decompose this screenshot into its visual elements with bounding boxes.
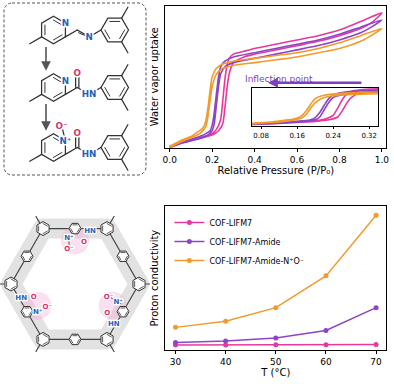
svg-text:HN: HN: [82, 89, 97, 99]
svg-text:O⁻: O⁻: [104, 293, 114, 301]
svg-text:0.8: 0.8: [332, 155, 347, 165]
svg-text:N: N: [62, 18, 69, 28]
svg-text:N⁺: N⁺: [64, 234, 74, 242]
svg-text:T (°C): T (°C): [260, 367, 290, 378]
svg-text:0.16: 0.16: [289, 132, 305, 140]
svg-text:O⁻: O⁻: [64, 245, 74, 253]
svg-text:O⁻: O⁻: [56, 121, 68, 131]
svg-text:COF-LIFM7-Amide-N⁺O⁻: COF-LIFM7-Amide-N⁺O⁻: [209, 257, 304, 266]
svg-text:Water vapor uptake: Water vapor uptake: [149, 27, 160, 126]
svg-text:0.2: 0.2: [205, 155, 219, 165]
svg-text:Inflection point: Inflection point: [245, 74, 313, 84]
svg-text:50: 50: [270, 357, 282, 367]
svg-text:COF-LIFM7-Amide: COF-LIFM7-Amide: [209, 238, 280, 247]
svg-text:N⁺: N⁺: [113, 298, 123, 306]
svg-text:40: 40: [220, 357, 232, 367]
svg-text:HN: HN: [82, 149, 97, 159]
svg-text:0.4: 0.4: [247, 155, 262, 165]
svg-text:N⁺: N⁺: [33, 308, 43, 316]
svg-text:0.24: 0.24: [325, 132, 341, 140]
svg-text:COF-LIFM7: COF-LIFM7: [209, 219, 252, 228]
svg-text:O: O: [74, 128, 81, 138]
svg-text:0.0: 0.0: [163, 155, 178, 165]
svg-text:O: O: [74, 68, 81, 78]
svg-text:N⁺: N⁺: [59, 136, 71, 146]
svg-text:N: N: [85, 32, 92, 42]
svg-text:1.0: 1.0: [375, 155, 390, 165]
svg-text:60: 60: [320, 357, 332, 367]
svg-text:N: N: [62, 76, 69, 86]
svg-text:HN: HN: [84, 227, 96, 235]
svg-text:30: 30: [170, 357, 182, 367]
svg-text:0.08: 0.08: [253, 132, 269, 140]
svg-text:0.6: 0.6: [290, 155, 305, 165]
svg-text:O: O: [104, 309, 110, 317]
svg-text:Relative Pressure (P/P₀): Relative Pressure (P/P₀): [217, 165, 334, 176]
svg-text:0.32: 0.32: [361, 132, 377, 140]
svg-text:70: 70: [370, 357, 382, 367]
svg-text:HN: HN: [108, 320, 120, 328]
svg-text:O: O: [31, 293, 37, 301]
svg-text:O: O: [81, 238, 87, 246]
svg-text:O⁻: O⁻: [42, 303, 52, 311]
svg-text:Proton conductivity: Proton conductivity: [149, 230, 160, 327]
svg-text:HN: HN: [15, 294, 27, 302]
